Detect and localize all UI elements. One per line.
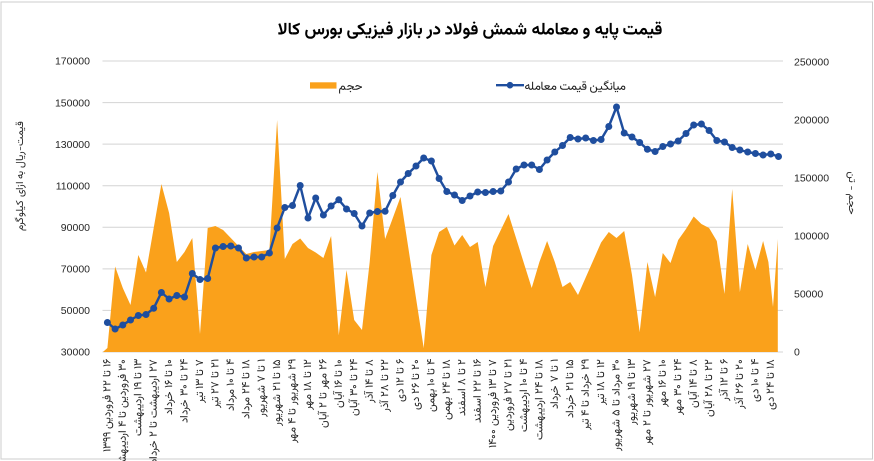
svg-text:50000: 50000 xyxy=(794,289,823,301)
svg-text:30000: 30000 xyxy=(61,347,90,359)
svg-text:70000: 70000 xyxy=(61,264,90,276)
svg-text:150000: 150000 xyxy=(794,172,829,184)
svg-text:90000: 90000 xyxy=(61,222,90,234)
svg-text:170000: 170000 xyxy=(55,56,90,68)
svg-text:110000: 110000 xyxy=(56,180,90,192)
svg-text:150000: 150000 xyxy=(55,97,90,109)
svg-text:50000: 50000 xyxy=(61,305,90,317)
svg-text:200000: 200000 xyxy=(794,114,829,126)
svg-text:130000: 130000 xyxy=(55,139,90,151)
svg-text:250000: 250000 xyxy=(794,56,829,68)
svg-text:100000: 100000 xyxy=(794,231,829,243)
svg-text:0: 0 xyxy=(794,347,800,359)
